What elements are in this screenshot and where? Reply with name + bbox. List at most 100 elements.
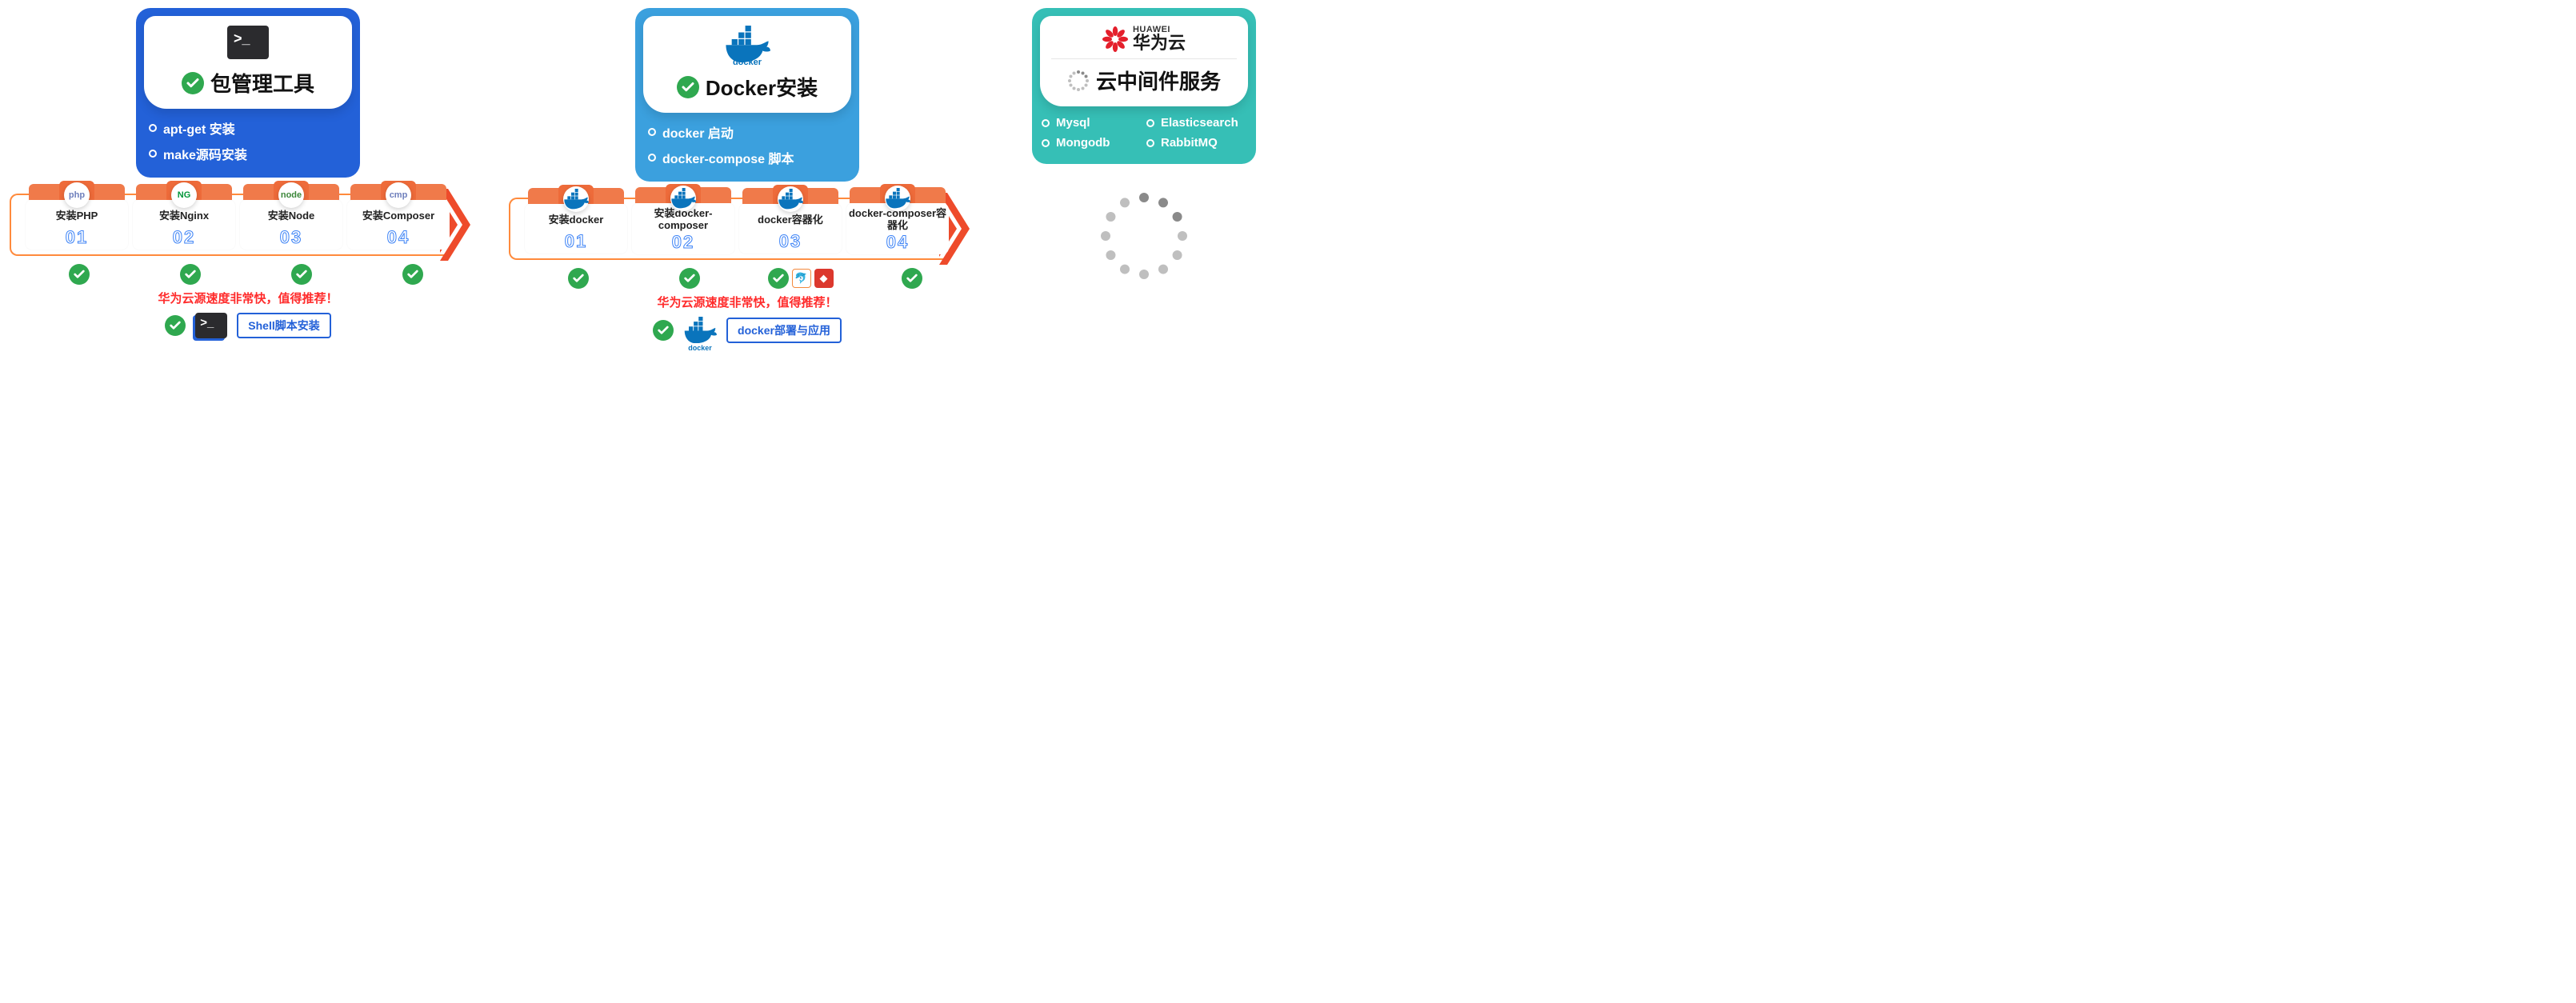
check-icon [69,264,90,285]
checks-row [10,264,486,285]
check-icon [402,264,423,285]
step-label: 安装PHP [27,205,126,227]
card-docker-inner: docker Docker安装 [643,16,851,113]
list-item: apt-get 安装 [149,115,347,141]
card-pkg-inner: 包管理工具 [144,16,352,109]
check-icon [677,76,699,98]
card-huawei-title: 云中间件服务 [1096,66,1221,95]
terminal-icon [155,26,341,63]
list-item: RabbitMQ [1146,133,1246,153]
step-number: 04 [848,232,947,253]
list-item-label: Elasticsearch [1161,116,1238,130]
mysql-icon: 🐬 [792,269,811,288]
check-icon [679,268,700,289]
step-card: docker-composer容器化04 [846,203,949,254]
step-check: 🐬◆ [747,268,854,289]
check-icon [568,268,589,289]
step-number: 03 [741,231,840,252]
step-check [858,268,965,289]
list-item-label: apt-get 安装 [163,118,235,138]
step-label: 安装Node [242,205,341,227]
note: 华为云源速度非常快，值得推荐！ [509,294,986,310]
note: 华为云源速度非常快，值得推荐！ [10,290,486,306]
step-badge-icon [670,186,696,211]
list-item-label: docker-compose 脚本 [662,148,794,167]
card-pkg-title: 包管理工具 [210,68,314,98]
steps: php安装PHP01NG安装Nginx02node安装Node03cmp安装Co… [10,189,470,261]
step-card: node安装Node03 [240,200,342,250]
loading-spinner-icon [1067,70,1090,92]
card-huawei-inner: HUAWEI华为云 云中间件服务 [1040,16,1248,106]
check-icon [182,72,204,94]
column-docker: docker Docker安装 docker 启动 docker-compose … [509,8,986,344]
step-label: 安装docker [526,209,626,231]
step-number: 02 [134,227,234,248]
step-badge-icon [778,186,803,212]
redis-icon: ◆ [814,269,834,288]
step-card: 安装docker01 [525,204,627,254]
check-icon [291,264,312,285]
list-item-label: Mysql [1056,116,1090,130]
loading-spinner-icon [1096,188,1192,284]
step-card: docker容器化03 [739,204,842,254]
check-icon [165,315,186,336]
huawei-zh: 华为云 [1133,34,1186,52]
card-huawei: HUAWEI华为云 云中间件服务 Mysql Mongodb Elasticsea… [1032,8,1256,164]
column-package-manager: 包管理工具 apt-get 安装make源码安装 php安装PHP01NG安装N… [10,8,486,338]
terminal-icon [195,313,227,338]
list-item-label: docker 启动 [662,122,734,142]
list-item: docker-compose 脚本 [648,145,846,170]
step-card: php安装PHP01 [26,200,128,250]
list-item: make源码安装 [149,141,347,166]
card-pkg-list: apt-get 安装 make源码安装 [144,109,352,170]
step-check [359,264,466,285]
list-item: Elasticsearch [1146,113,1246,133]
card-docker-list: docker 启动 docker-compose 脚本 [643,113,851,174]
step-check [26,264,132,285]
footer-row: docker docker部署与应用 [509,317,986,344]
step-badge-icon: php [64,182,90,208]
list-item-label: RabbitMQ [1161,136,1218,150]
list-item-label: Mongodb [1056,136,1110,150]
step-card: NG安装Nginx02 [133,200,235,250]
step-badge-icon: cmp [386,182,411,208]
docker-icon: docker [683,317,717,344]
list-item: Mysql [1042,113,1142,133]
card-docker: docker Docker安装 docker 启动 docker-compose … [635,8,859,182]
step-badge-icon: node [278,182,304,208]
step-label: 安装docker-composer [634,208,733,232]
card-docker-title: Docker安装 [706,72,818,102]
check-icon [180,264,201,285]
step-badge-icon: NG [171,182,197,208]
list-item: Mongodb [1042,133,1142,153]
step-number: 01 [526,231,626,252]
step-card: cmp安装Composer04 [347,200,450,250]
huawei-logo-icon: HUAWEI华为云 [1051,26,1237,52]
step-check [248,264,354,285]
card-huawei-list: Mysql Mongodb Elasticsearch RabbitMQ [1040,106,1248,156]
list-item-label: make源码安装 [163,144,247,163]
step-label: docker-composer容器化 [848,208,947,232]
checks-row: 🐬◆ [509,268,986,289]
step-number: 04 [349,227,448,248]
step-label: 安装Composer [349,205,448,227]
footer-label: docker部署与应用 [726,318,842,343]
step-label: docker容器化 [741,209,840,231]
step-card: 安装docker-composer02 [632,203,734,254]
check-icon [768,268,789,289]
step-number: 02 [634,232,733,253]
footer-row: Shell脚本安装 [10,313,486,338]
check-icon [653,320,674,341]
step-number: 01 [27,227,126,248]
step-label: 安装Nginx [134,205,234,227]
step-check [525,268,631,289]
check-icon [902,268,922,289]
step-badge-icon [563,186,589,212]
docker-icon: docker [654,26,840,67]
step-check [137,264,243,285]
list-item: docker 启动 [648,119,846,145]
step-badge-icon [885,186,910,211]
card-pkg: 包管理工具 apt-get 安装 make源码安装 [136,8,360,178]
step-number: 03 [242,227,341,248]
footer-label: Shell脚本安装 [237,313,330,338]
